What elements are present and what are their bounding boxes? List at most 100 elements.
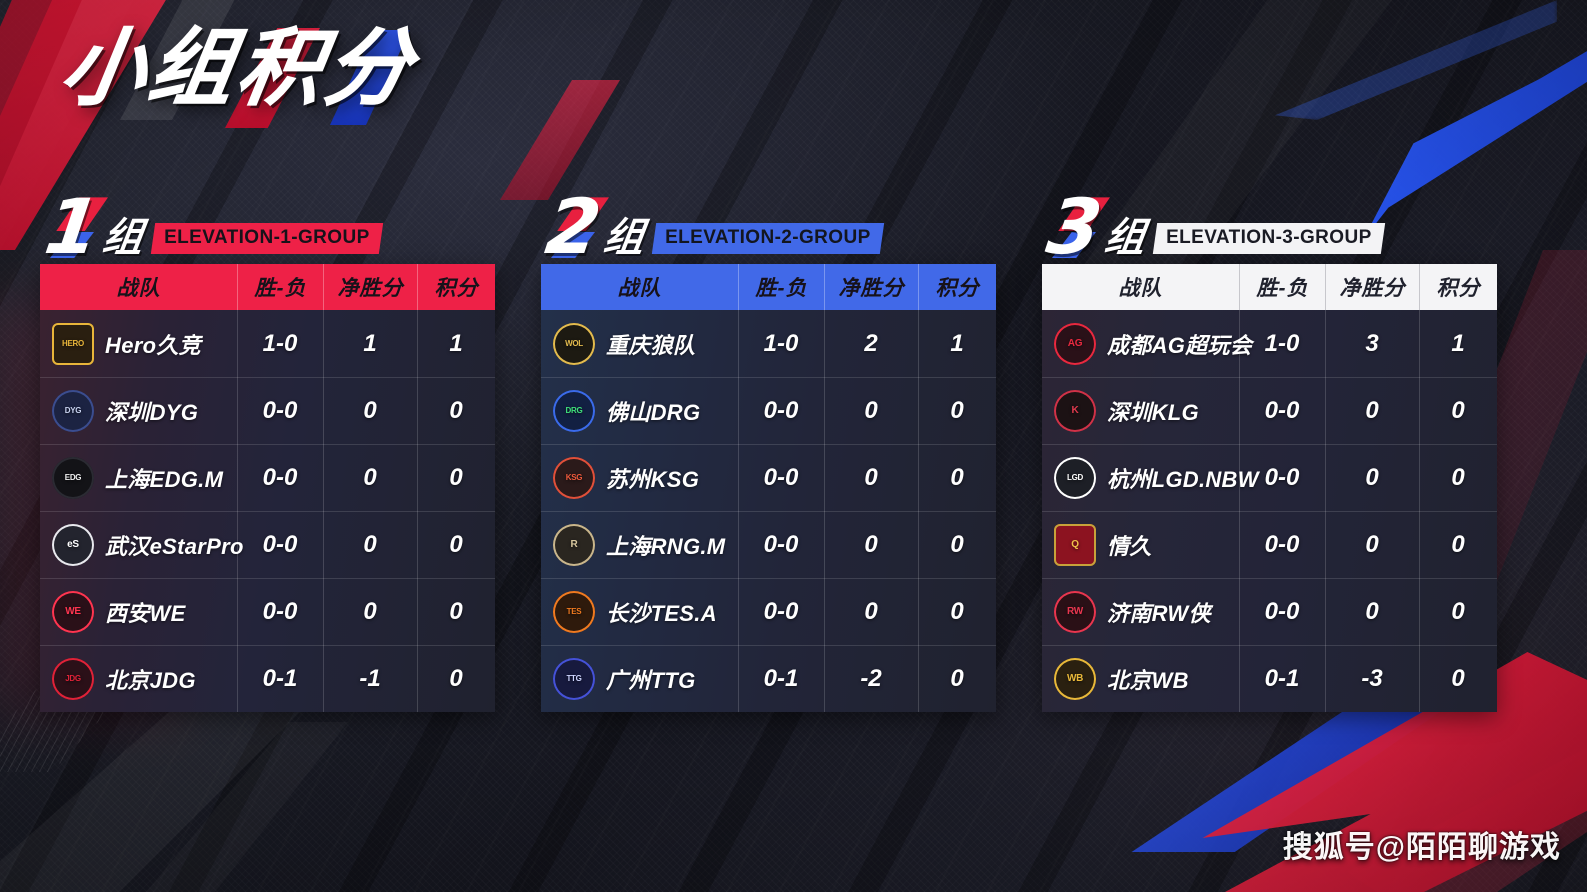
cell-net-score: 0 [824, 578, 918, 645]
standings-table-group-2: 战队 胜-负 净胜分 积分 WOL 重庆狼队 1-0 2 1 DRG 佛山DRG 0-0 0 0 KSG 苏州… [541, 264, 996, 712]
team-name: 济南RW侠 [1107, 600, 1211, 626]
team-name: 北京WB [1107, 667, 1189, 693]
table-row: K 深圳KLG 0-0 0 0 [1042, 377, 1497, 444]
cell-team: eS 武汉eStarPro [40, 511, 243, 578]
cell-points: 1 [1419, 310, 1497, 377]
column-header-record: 胜-负 [237, 264, 323, 310]
table-body: HERO Hero久竞 1-0 1 1 DYG 深圳DYG 0-0 0 0 EDG 上海EDG.M 0-… [40, 310, 495, 712]
wuhan-estarpro-logo: eS [52, 523, 94, 566]
group-header-3: 3 组 ELEVATION-3-GROUP [1042, 168, 1547, 271]
column-header-team: 战队 [617, 277, 662, 300]
group-unit-label: 组 [99, 215, 147, 261]
team-name: 北京JDG [105, 667, 196, 693]
table-row: DYG 深圳DYG 0-0 0 0 [40, 377, 495, 444]
cell-net-score: 0 [1325, 578, 1419, 645]
cell-net-score: 1 [323, 310, 417, 377]
cell-team: TES 长沙TES.A [541, 578, 738, 645]
group-unit-label: 组 [600, 215, 648, 261]
table-row: TES 长沙TES.A 0-0 0 0 [541, 578, 996, 645]
cell-net-score: 0 [323, 578, 417, 645]
table-row: RW 济南RW侠 0-0 0 0 [1042, 578, 1497, 645]
team-name: 重庆狼队 [606, 332, 696, 358]
group-header-2: 2 组 ELEVATION-2-GROUP [541, 168, 1046, 271]
cell-record: 0-1 [738, 645, 824, 712]
table-row: Q 情久 0-0 0 0 [1042, 511, 1497, 578]
table-row: WE 西安WE 0-0 0 0 [40, 578, 495, 645]
cell-team: RW 济南RW侠 [1042, 578, 1239, 645]
cell-record: 0-1 [1239, 645, 1325, 712]
cell-points: 0 [417, 444, 495, 511]
table-row: EDG 上海EDG.M 0-0 0 0 [40, 444, 495, 511]
team-name: 情久 [1107, 533, 1152, 559]
cell-record: 0-0 [1239, 444, 1325, 511]
group-2: 2 组 ELEVATION-2-GROUP 战队 胜-负 净胜分 积分 WOL 重庆狼队 1-0 2… [541, 168, 1046, 712]
group-number: 2 [540, 182, 605, 272]
team-name: 深圳DYG [105, 399, 199, 425]
hero-jiujing-logo: HERO [52, 322, 94, 365]
beijing-jdg-logo: JDG [52, 657, 94, 700]
cell-points: 0 [417, 377, 495, 444]
cell-net-score: 0 [323, 511, 417, 578]
cell-record: 0-0 [237, 377, 323, 444]
cell-net-score: -2 [824, 645, 918, 712]
chengdu-ag-logo: AG [1054, 322, 1096, 365]
cell-record: 0-0 [738, 377, 824, 444]
team-name: 成都AG超玩会 [1107, 332, 1253, 358]
shanghai-rngm-logo: R [553, 523, 595, 566]
guangzhou-ttg-logo: TTG [553, 657, 595, 700]
cell-net-score: 0 [323, 377, 417, 444]
table-row: KSG 苏州KSG 0-0 0 0 [541, 444, 996, 511]
cell-points: 0 [417, 511, 495, 578]
cell-points: 0 [417, 578, 495, 645]
cell-team: LGD 杭州LGD.NBW [1042, 444, 1258, 511]
table-row: DRG 佛山DRG 0-0 0 0 [541, 377, 996, 444]
table-row: HERO Hero久竞 1-0 1 1 [40, 310, 495, 377]
foshan-drg-logo: DRG [553, 389, 595, 432]
cell-team: DYG 深圳DYG [40, 377, 237, 444]
table-header-row: 战队 胜-负 净胜分 积分 [541, 264, 996, 310]
chongqing-wolves-logo: WOL [553, 322, 595, 365]
shanghai-edgm-logo: EDG [52, 456, 94, 499]
shenzhen-klg-logo: K [1054, 389, 1096, 432]
table-row: R 上海RNG.M 0-0 0 0 [541, 511, 996, 578]
team-name: 长沙TES.A [606, 600, 717, 626]
cell-points: 0 [1419, 645, 1497, 712]
group-3: 3 组 ELEVATION-3-GROUP 战队 胜-负 净胜分 积分 AG 成都AG超玩会 1-… [1042, 168, 1547, 712]
table-body: WOL 重庆狼队 1-0 2 1 DRG 佛山DRG 0-0 0 0 KSG 苏州KSG 0-0 0 0 R 上… [541, 310, 996, 712]
standings-table-group-1: 战队 胜-负 净胜分 积分 HERO Hero久竞 1-0 1 1 DYG 深圳DYG 0-0 0 0 ED… [40, 264, 495, 712]
cell-team: WOL 重庆狼队 [541, 310, 738, 377]
cell-points: 0 [1419, 578, 1497, 645]
group-badge-label: ELEVATION-1-GROUP [163, 227, 370, 248]
cell-points: 0 [417, 645, 495, 712]
column-header-net: 净胜分 [824, 264, 918, 310]
cell-net-score: 0 [1325, 511, 1419, 578]
cell-points: 0 [918, 645, 996, 712]
column-header-net: 净胜分 [323, 264, 417, 310]
column-header-points: 积分 [918, 264, 996, 310]
changsha-tesa-logo: TES [553, 590, 595, 633]
team-name: 上海EDG.M [105, 466, 224, 492]
group-unit-label: 组 [1101, 215, 1149, 261]
cell-team: R 上海RNG.M [541, 511, 738, 578]
cell-record: 0-0 [1239, 511, 1325, 578]
cell-record: 0-0 [1239, 578, 1325, 645]
cell-team: KSG 苏州KSG [541, 444, 738, 511]
cell-net-score: 3 [1325, 310, 1419, 377]
team-name: 西安WE [105, 600, 186, 626]
cell-team: AG 成都AG超玩会 [1042, 310, 1252, 377]
column-header-team: 战队 [116, 277, 161, 300]
table-header-row: 战队 胜-负 净胜分 积分 [1042, 264, 1497, 310]
table-row: TTG 广州TTG 0-1 -2 0 [541, 645, 996, 712]
cell-points: 0 [918, 578, 996, 645]
cell-record: 0-0 [237, 444, 323, 511]
table-row: WB 北京WB 0-1 -3 0 [1042, 645, 1497, 712]
group-number: 3 [1041, 182, 1106, 272]
cell-record: 0-0 [1239, 377, 1325, 444]
group-badge: ELEVATION-2-GROUP [651, 223, 884, 254]
suzhou-ksg-logo: KSG [553, 456, 595, 499]
cell-team: WE 西安WE [40, 578, 237, 645]
cell-record: 1-0 [237, 310, 323, 377]
jinan-rw-logo: RW [1054, 590, 1096, 633]
